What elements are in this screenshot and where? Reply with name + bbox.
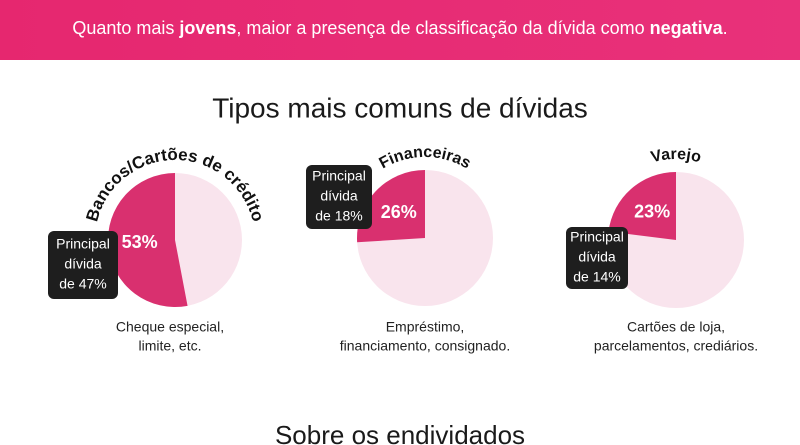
callout-box	[306, 165, 372, 229]
callout-text: Principal	[570, 229, 624, 245]
banner	[0, 0, 800, 60]
callout-text: de 14%	[573, 269, 620, 285]
callout-text: de 47%	[59, 276, 106, 292]
callout-text: dívida	[578, 249, 616, 265]
callout-box	[566, 227, 628, 289]
caption: limite, etc.	[138, 338, 201, 354]
banner-segment: jovens	[178, 18, 236, 38]
slice-label: 26%	[381, 202, 417, 222]
pie-title: Varejo	[649, 146, 703, 166]
banner-segment: Quanto mais	[72, 18, 179, 38]
caption: Empréstimo,	[386, 319, 465, 335]
callout-box	[48, 231, 118, 299]
caption: Cartões de loja,	[627, 319, 725, 335]
pie-slice	[107, 173, 188, 307]
pie-title-path: Financeiras	[376, 144, 473, 172]
pie-title-path: Varejo	[649, 146, 703, 166]
banner-segment: .	[723, 18, 728, 38]
callout-text: Principal	[56, 236, 110, 252]
slice-label: 53%	[122, 232, 158, 252]
pie-slice	[608, 172, 676, 240]
pie-title: Financeiras	[376, 144, 473, 172]
caption: parcelamentos, crediários.	[594, 338, 758, 354]
slice-label: 23%	[634, 202, 670, 222]
callout-text: dívida	[320, 188, 358, 204]
banner-segment: negativa	[650, 18, 724, 38]
caption: Cheque especial,	[116, 319, 224, 335]
callout-text: Principal	[312, 168, 366, 184]
footer-heading: Sobre os endividados	[275, 420, 525, 445]
callout-text: dívida	[64, 256, 102, 272]
banner-text: Quanto mais jovens, maior a presença de …	[72, 18, 727, 38]
pie-slice	[357, 170, 425, 243]
caption: financiamento, consignado.	[340, 338, 510, 354]
heading: Tipos mais comuns de dívidas	[212, 92, 588, 123]
banner-segment: , maior a presença de classificação da d…	[236, 18, 649, 38]
callout-text: de 18%	[315, 208, 362, 224]
